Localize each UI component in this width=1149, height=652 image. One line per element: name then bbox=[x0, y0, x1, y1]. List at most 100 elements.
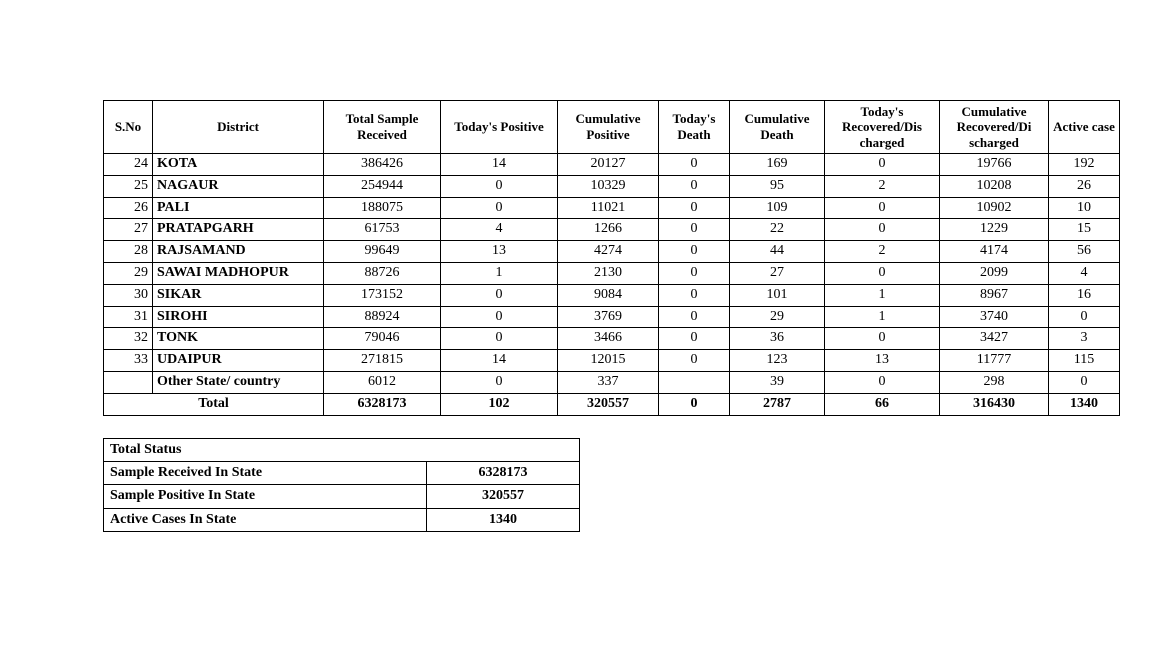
cell-today-pos: 0 bbox=[441, 197, 558, 219]
cell-today-rec: 0 bbox=[825, 219, 940, 241]
cell-sno: 28 bbox=[104, 241, 153, 263]
status-table: Total Status Sample Received In State632… bbox=[103, 438, 580, 532]
cell-active: 0 bbox=[1049, 306, 1120, 328]
total-today-rec: 66 bbox=[825, 393, 940, 415]
cell-district: SIKAR bbox=[153, 284, 324, 306]
cell-today-rec: 2 bbox=[825, 241, 940, 263]
cell-today-pos: 14 bbox=[441, 154, 558, 176]
cell-today-rec: 0 bbox=[825, 371, 940, 393]
cell-district: PALI bbox=[153, 197, 324, 219]
table-row: 32TONK7904603466036034273 bbox=[104, 328, 1120, 350]
cell-today-death: 0 bbox=[659, 328, 730, 350]
status-value: 320557 bbox=[427, 485, 580, 508]
header-today-death: Today's Death bbox=[659, 101, 730, 154]
cell-today-pos: 0 bbox=[441, 371, 558, 393]
cell-today-death: 0 bbox=[659, 262, 730, 284]
status-row: Sample Received In State6328173 bbox=[104, 462, 580, 485]
cell-sample: 79046 bbox=[324, 328, 441, 350]
cell-today-rec: 2 bbox=[825, 175, 940, 197]
cell-cum-rec: 11777 bbox=[940, 350, 1049, 372]
cell-cum-pos: 11021 bbox=[558, 197, 659, 219]
cell-active: 115 bbox=[1049, 350, 1120, 372]
cell-today-rec: 0 bbox=[825, 328, 940, 350]
cell-cum-rec: 298 bbox=[940, 371, 1049, 393]
cell-active: 3 bbox=[1049, 328, 1120, 350]
cell-sno: 30 bbox=[104, 284, 153, 306]
cell-active: 15 bbox=[1049, 219, 1120, 241]
status-title: Total Status bbox=[104, 439, 580, 462]
cell-sno bbox=[104, 371, 153, 393]
status-label: Sample Positive In State bbox=[104, 485, 427, 508]
cell-sample: 99649 bbox=[324, 241, 441, 263]
cell-cum-rec: 3427 bbox=[940, 328, 1049, 350]
cell-sno: 29 bbox=[104, 262, 153, 284]
cell-cum-death: 123 bbox=[730, 350, 825, 372]
cell-today-pos: 0 bbox=[441, 284, 558, 306]
total-row: Total632817310232055702787663164301340 bbox=[104, 393, 1120, 415]
header-cum-rec: Cumulative Recovered/Di scharged bbox=[940, 101, 1049, 154]
cell-today-death: 0 bbox=[659, 197, 730, 219]
header-today-pos: Today's Positive bbox=[441, 101, 558, 154]
cell-sno: 25 bbox=[104, 175, 153, 197]
cell-cum-rec: 2099 bbox=[940, 262, 1049, 284]
cell-today-pos: 1 bbox=[441, 262, 558, 284]
cell-sample: 271815 bbox=[324, 350, 441, 372]
header-district: District bbox=[153, 101, 324, 154]
header-sno: S.No bbox=[104, 101, 153, 154]
cell-district: PRATAPGARH bbox=[153, 219, 324, 241]
total-today-death: 0 bbox=[659, 393, 730, 415]
table-row: 27PRATAPGARH61753412660220122915 bbox=[104, 219, 1120, 241]
cell-cum-rec: 8967 bbox=[940, 284, 1049, 306]
cell-today-death bbox=[659, 371, 730, 393]
cell-today-rec: 13 bbox=[825, 350, 940, 372]
cell-cum-death: 101 bbox=[730, 284, 825, 306]
cell-sample: 188075 bbox=[324, 197, 441, 219]
cell-active: 4 bbox=[1049, 262, 1120, 284]
total-today-pos: 102 bbox=[441, 393, 558, 415]
cell-cum-pos: 10329 bbox=[558, 175, 659, 197]
cell-cum-death: 27 bbox=[730, 262, 825, 284]
cell-cum-death: 22 bbox=[730, 219, 825, 241]
cell-district: SAWAI MADHOPUR bbox=[153, 262, 324, 284]
status-row: Sample Positive In State320557 bbox=[104, 485, 580, 508]
header-sample: Total Sample Received bbox=[324, 101, 441, 154]
cell-cum-death: 169 bbox=[730, 154, 825, 176]
cell-today-death: 0 bbox=[659, 154, 730, 176]
total-cum-pos: 320557 bbox=[558, 393, 659, 415]
cell-today-pos: 13 bbox=[441, 241, 558, 263]
cell-cum-death: 36 bbox=[730, 328, 825, 350]
cell-cum-pos: 3769 bbox=[558, 306, 659, 328]
cell-cum-pos: 337 bbox=[558, 371, 659, 393]
cell-cum-rec: 10902 bbox=[940, 197, 1049, 219]
cell-cum-pos: 2130 bbox=[558, 262, 659, 284]
cell-active: 0 bbox=[1049, 371, 1120, 393]
status-row: Active Cases In State1340 bbox=[104, 508, 580, 531]
cell-today-pos: 0 bbox=[441, 175, 558, 197]
header-cum-death: Cumulative Death bbox=[730, 101, 825, 154]
cell-today-rec: 0 bbox=[825, 154, 940, 176]
district-table: S.No District Total Sample Received Toda… bbox=[103, 100, 1120, 416]
table-row: 26PALI188075011021010901090210 bbox=[104, 197, 1120, 219]
cell-today-rec: 0 bbox=[825, 262, 940, 284]
table-row: 31SIROHI8892403769029137400 bbox=[104, 306, 1120, 328]
table-row: 30SIKAR1731520908401011896716 bbox=[104, 284, 1120, 306]
cell-sample: 173152 bbox=[324, 284, 441, 306]
cell-sno: 32 bbox=[104, 328, 153, 350]
header-cum-pos: Cumulative Positive bbox=[558, 101, 659, 154]
cell-today-pos: 0 bbox=[441, 306, 558, 328]
cell-sno: 27 bbox=[104, 219, 153, 241]
cell-cum-rec: 4174 bbox=[940, 241, 1049, 263]
cell-cum-death: 95 bbox=[730, 175, 825, 197]
cell-today-death: 0 bbox=[659, 284, 730, 306]
cell-cum-pos: 12015 bbox=[558, 350, 659, 372]
cell-cum-death: 44 bbox=[730, 241, 825, 263]
total-cum-death: 2787 bbox=[730, 393, 825, 415]
cell-district: UDAIPUR bbox=[153, 350, 324, 372]
cell-today-pos: 4 bbox=[441, 219, 558, 241]
cell-today-death: 0 bbox=[659, 306, 730, 328]
total-cum-rec: 316430 bbox=[940, 393, 1049, 415]
cell-cum-pos: 4274 bbox=[558, 241, 659, 263]
cell-district: Other State/ country bbox=[153, 371, 324, 393]
table-row: 29SAWAI MADHOPUR8872612130027020994 bbox=[104, 262, 1120, 284]
cell-today-death: 0 bbox=[659, 219, 730, 241]
